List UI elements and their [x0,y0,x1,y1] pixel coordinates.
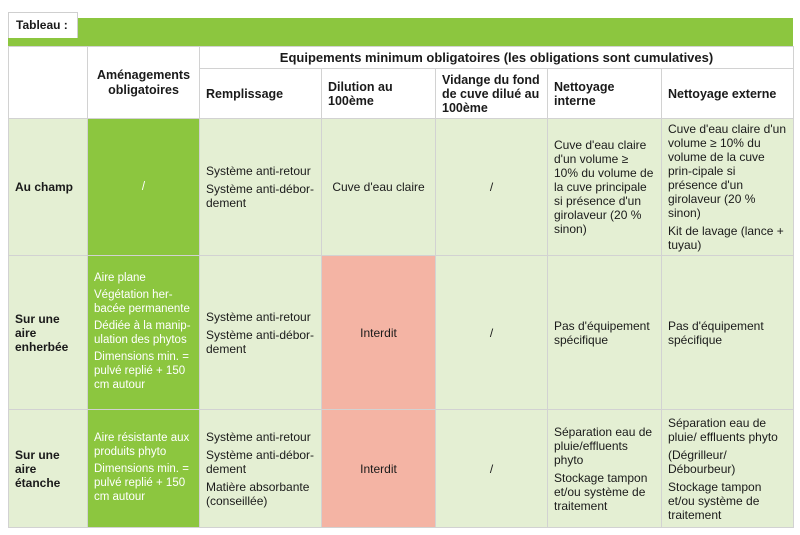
externe-item: Séparation eau de pluie/ effluents phyto [668,415,778,444]
interne-item: Pas d'équipement spécifique [554,318,650,347]
col-header-remplissage: Remplissage [199,68,322,119]
amenagements-cell: Aire résistante aux produits phyto Dimen… [87,409,200,528]
nettoyage-externe-cell: Séparation eau de pluie/ effluents phyto… [661,409,794,528]
corner-cell [8,46,88,119]
externe-item: Stockage tampon et/ou système de traitem… [668,479,762,522]
table-row: Au champ / Système anti-retour Système a… [8,118,794,256]
remplissage-cell: Système anti-retour Système anti-débor-d… [199,409,322,528]
title-bar [8,18,793,46]
externe-item: (Dégrilleur/ Débourbeur) [668,447,736,476]
amenagements-header: Aménagements obligatoires [87,46,200,119]
amenagement-item: Aire plane [94,271,146,284]
amenagement-item: / [141,181,146,193]
remplissage-cell: Système anti-retour Système anti-débor-d… [199,118,322,256]
nettoyage-interne-cell: Séparation eau de pluie/effluents phyto … [547,409,662,528]
table-row: Sur une aire enherbée Aire plane Végétat… [8,255,794,410]
remplissage-item: Système anti-retour [206,164,311,178]
col-header-dilution: Dilution au 100ème [321,68,436,119]
amenagement-item: Végétation her-bacée permanente [94,288,190,315]
row-label: Sur une aire étanche [8,409,88,528]
col-header-nettoyage-externe: Nettoyage externe [661,68,794,119]
externe-item: Pas d'équipement spécifique [668,318,764,347]
dilution-cell: Interdit [321,255,436,410]
vidange-cell: / [435,118,548,256]
nettoyage-externe-cell: Cuve d'eau claire d'un volume ≥ 10% du v… [661,118,794,256]
row-label: Au champ [8,118,88,256]
interne-item: Cuve d'eau claire d'un volume ≥ 10% du v… [554,138,654,236]
interne-item: Séparation eau de pluie/effluents phyto [554,424,653,467]
amenagement-item: Dimensions min. = pulvé replié + 150 cm … [94,350,189,391]
remplissage-item: Système anti-débor-dement [206,447,315,476]
amenagements-cell: / [87,118,200,256]
remplissage-item: Système anti-retour [206,309,311,324]
table-row: Sur une aire étanche Aire résistante aux… [8,409,794,528]
table-caption: Tableau : [8,12,78,38]
row-label: Sur une aire enherbée [8,255,88,410]
amenagement-item: Dédiée à la manip-ulation des phytos [94,319,191,346]
dilution-cell: Cuve d'eau claire [321,118,436,256]
externe-item: Kit de lavage (lance + tuyau) [668,224,784,252]
remplissage-item: Système anti-débor-dement [206,182,315,210]
nettoyage-externe-cell: Pas d'équipement spécifique [661,255,794,410]
amenagements-cell: Aire plane Végétation her-bacée permanen… [87,255,200,410]
amenagement-item: Dimensions min. = pulvé replié + 150 cm … [94,462,189,503]
col-header-nettoyage-interne: Nettoyage interne [547,68,662,119]
interne-item: Stockage tampon et/ou système de traitem… [554,470,648,513]
col-header-vidange: Vidange du fond de cuve dilué au 100ème [435,68,548,119]
remplissage-item: Système anti-retour [206,429,311,444]
vidange-cell: / [435,409,548,528]
dilution-cell: Interdit [321,409,436,528]
remplissage-item: Matière absorbante (conseillée) [206,479,310,508]
vidange-cell: / [435,255,548,410]
externe-item: Cuve d'eau claire d'un volume ≥ 10% du v… [668,122,786,220]
remplissage-item: Système anti-débor-dement [206,327,315,356]
regulation-table: Aménagements obligatoires Equipements mi… [8,46,794,528]
nettoyage-interne-cell: Cuve d'eau claire d'un volume ≥ 10% du v… [547,118,662,256]
equipements-header: Equipements minimum obligatoires (les ob… [199,46,794,69]
nettoyage-interne-cell: Pas d'équipement spécifique [547,255,662,410]
amenagement-item: Aire résistante aux produits phyto [94,431,190,458]
remplissage-cell: Système anti-retour Système anti-débor-d… [199,255,322,410]
